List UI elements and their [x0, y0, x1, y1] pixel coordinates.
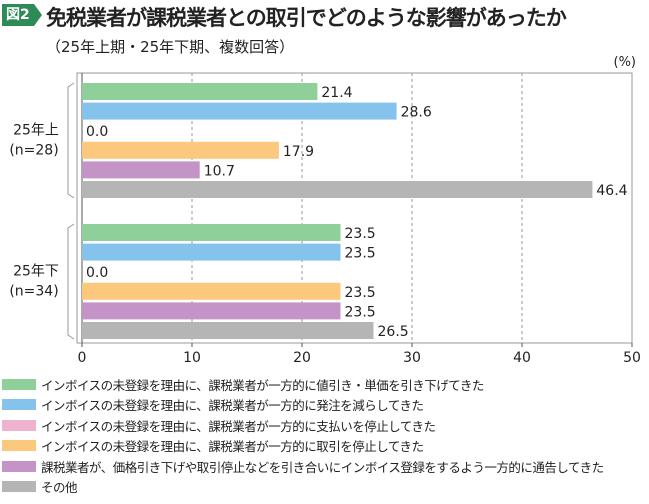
x-tick-label: 10 — [183, 350, 201, 366]
bar — [82, 83, 318, 100]
legend-swatch — [2, 419, 36, 431]
legend-swatch — [2, 378, 36, 390]
bar — [82, 302, 341, 320]
legend-item: インボイスの未登録を理由に、課税業者が一方的に支払いを停止してきた — [2, 415, 604, 436]
bar-value-label: 21.4 — [321, 85, 352, 101]
bar — [82, 102, 397, 120]
bar-value-label: 0.0 — [86, 265, 108, 281]
legend-label: 課税業者が、価格引き下げや取引停止などを引き合いにインボイス登録をするよう一方的… — [41, 459, 604, 475]
group-n: (n=34) — [9, 284, 58, 300]
bar-value-label: 23.5 — [345, 304, 376, 320]
bar — [82, 141, 279, 159]
group-bracket — [67, 223, 75, 340]
bar-value-label: 23.5 — [345, 285, 376, 301]
group-label: 25年上 — [13, 123, 59, 139]
legend-item: インボイスの未登録を理由に、課税業者が一方的に値引き・単価を引き下げてきた — [2, 374, 604, 395]
bar-value-label: 0.0 — [86, 124, 108, 140]
bar-value-label: 17.9 — [283, 144, 314, 160]
legend-item: インボイスの未登録を理由に、課税業者が一方的に発注を減らしてきた — [2, 395, 604, 416]
legend-label: インボイスの未登録を理由に、課税業者が一方的に取引を停止してきた — [41, 439, 424, 455]
legend-item: インボイスの未登録を理由に、課税業者が一方的に取引を停止してきた — [2, 436, 604, 457]
x-tick-label: 0 — [78, 350, 87, 366]
chart-title: 免税業者が課税業者との取引でどのような影響があったか — [46, 6, 567, 30]
legend-label: インボイスの未登録を理由に、課税業者が一方的に値引き・単価を引き下げてきた — [41, 377, 484, 393]
legend-label: その他 — [41, 480, 78, 496]
legend-item: その他 — [2, 477, 604, 498]
bar-value-label: 46.4 — [596, 183, 627, 199]
legend-swatch — [2, 399, 36, 411]
bar — [82, 224, 341, 241]
legend: インボイスの未登録を理由に、課税業者が一方的に値引き・単価を引き下げてきた インボ… — [2, 374, 604, 497]
group-n: (n=28) — [9, 143, 58, 159]
plot-frame — [76, 72, 633, 344]
bar — [82, 181, 593, 198]
bar — [82, 322, 374, 339]
x-tick-label: 20 — [293, 350, 311, 366]
group-bracket — [67, 82, 75, 199]
chart-subtitle: （25年上期・25年下期、複数回答） — [46, 38, 295, 56]
legend-swatch — [2, 440, 36, 452]
bar — [82, 243, 341, 261]
x-tick-label: 50 — [623, 350, 641, 366]
bar-value-label: 23.5 — [345, 226, 376, 242]
legend-label: インボイスの未登録を理由に、課税業者が一方的に支払いを停止してきた — [41, 418, 436, 434]
bar-value-label: 28.6 — [401, 105, 432, 121]
group-label: 25年下 — [13, 264, 59, 280]
bar-value-label: 26.5 — [378, 324, 409, 340]
x-tick-label: 40 — [513, 350, 531, 366]
legend-item: 課税業者が、価格引き下げや取引停止などを引き合いにインボイス登録をするよう一方的… — [2, 456, 604, 477]
x-tick-label: 30 — [403, 350, 421, 366]
bar — [82, 161, 200, 179]
legend-label: インボイスの未登録を理由に、課税業者が一方的に発注を減らしてきた — [41, 398, 424, 414]
legend-swatch — [2, 460, 36, 472]
bar — [82, 282, 341, 300]
figure-label: 図2 — [2, 4, 42, 26]
bar-value-label: 10.7 — [204, 163, 235, 179]
unit-label: (%) — [614, 55, 637, 70]
legend-swatch — [2, 481, 36, 493]
bar-chart: (%) 0 10 20 30 40 50 25年上 (n=28) 21.4 28.6 0.0 17.9… — [9, 55, 641, 366]
bar-value-label: 23.5 — [345, 246, 376, 262]
